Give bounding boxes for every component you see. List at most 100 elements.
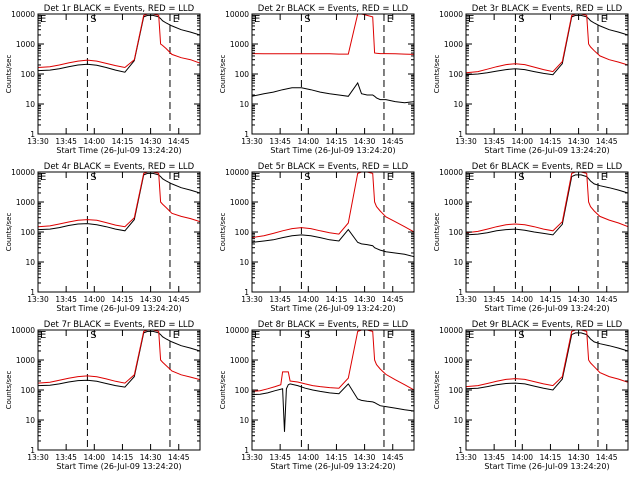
y-tick-label: 100 — [235, 70, 250, 79]
interval-marker-label: E — [387, 14, 393, 25]
x-tick-label: 13:30 — [455, 295, 477, 304]
x-tick-label: 13:45 — [483, 295, 505, 304]
y-axis-label: Counts/sec — [433, 371, 441, 410]
x-tick-label: 14:15 — [540, 295, 562, 304]
interval-marker-label: E — [40, 14, 46, 25]
interval-marker-label: E — [40, 172, 46, 183]
y-axis-label: Counts/sec — [219, 371, 227, 410]
y-tick-label: 1 — [244, 288, 249, 297]
plot-frame — [37, 13, 201, 135]
lld-series-line — [38, 330, 200, 384]
panel-title: Det 4r BLACK = Events, RED = LLD — [44, 162, 195, 172]
interval-marker-label: S — [90, 14, 96, 25]
lld-series-line — [466, 330, 628, 388]
x-tick-label: 14:15 — [112, 295, 134, 304]
interval-marker-label: E — [468, 330, 474, 341]
x-tick-label: 14:45 — [382, 137, 404, 146]
y-axis-label: Counts/sec — [433, 213, 441, 252]
events-series-line — [252, 383, 414, 432]
x-tick-label: 14:45 — [382, 453, 404, 462]
y-axis-label: Counts/sec — [219, 55, 227, 94]
x-axis-label: Start Time (26-Jul-09 13:24:20) — [270, 146, 395, 155]
x-tick-label: 13:45 — [55, 137, 77, 146]
interval-marker-label: E — [601, 172, 607, 183]
y-tick-label: 10 — [25, 416, 35, 425]
x-tick-label: 13:30 — [241, 295, 263, 304]
x-tick-label: 13:45 — [55, 295, 77, 304]
x-axis-label: Start Time (26-Jul-09 13:24:20) — [56, 304, 181, 313]
x-tick-label: 14:15 — [112, 137, 134, 146]
x-tick-label: 13:30 — [241, 453, 263, 462]
interval-marker-label: S — [518, 330, 524, 341]
y-axis-label: Counts/sec — [5, 55, 13, 94]
x-tick-label: 14:30 — [568, 453, 590, 462]
plot-frame — [465, 329, 629, 451]
x-tick-label: 14:30 — [354, 295, 376, 304]
lld-series-line — [466, 172, 628, 234]
lld-series-line — [252, 172, 414, 239]
x-tick-label: 14:15 — [540, 453, 562, 462]
x-tick-label: 14:45 — [596, 295, 618, 304]
x-axis-label: Start Time (26-Jul-09 13:24:20) — [270, 462, 395, 471]
x-tick-label: 14:00 — [511, 137, 533, 146]
events-series-line — [466, 174, 628, 236]
interval-marker-label: E — [601, 14, 607, 25]
x-axis-label: Start Time (26-Jul-09 13:24:20) — [56, 462, 181, 471]
lld-series-line — [466, 14, 628, 74]
x-tick-label: 13:30 — [455, 137, 477, 146]
interval-marker-label: E — [387, 172, 393, 183]
y-tick-label: 100 — [21, 70, 36, 79]
x-tick-label: 14:45 — [596, 453, 618, 462]
x-tick-label: 14:15 — [326, 453, 348, 462]
y-tick-label: 10000 — [439, 10, 463, 19]
lld-series-line — [38, 14, 200, 69]
interval-marker-label: E — [173, 172, 179, 183]
x-tick-label: 13:30 — [241, 137, 263, 146]
y-tick-label: 1 — [30, 446, 35, 455]
panel-title: Det 1r BLACK = Events, RED = LLD — [44, 4, 195, 14]
x-axis-label: Start Time (26-Jul-09 13:24:20) — [484, 462, 609, 471]
y-axis-label: Counts/sec — [433, 55, 441, 94]
y-tick-label: 1 — [244, 446, 249, 455]
y-tick-label: 1000 — [16, 198, 35, 207]
interval-marker-label: S — [304, 172, 310, 183]
x-tick-label: 14:30 — [354, 453, 376, 462]
x-tick-label: 14:15 — [540, 137, 562, 146]
panel-title: Det 6r BLACK = Events, RED = LLD — [472, 162, 623, 172]
interval-marker-label: S — [90, 330, 96, 341]
y-tick-label: 10 — [453, 100, 463, 109]
y-tick-label: 1000 — [230, 198, 249, 207]
interval-marker-label: S — [304, 14, 310, 25]
x-tick-label: 14:15 — [112, 453, 134, 462]
y-tick-label: 10000 — [11, 10, 35, 19]
y-tick-label: 100 — [235, 386, 250, 395]
plot-frame — [37, 171, 201, 293]
x-axis-label: Start Time (26-Jul-09 13:24:20) — [56, 146, 181, 155]
y-tick-label: 100 — [449, 70, 464, 79]
x-tick-label: 14:00 — [83, 295, 105, 304]
interval-marker-label: S — [304, 330, 310, 341]
x-tick-label: 13:30 — [27, 453, 49, 462]
y-axis-label: Counts/sec — [219, 213, 227, 252]
y-tick-label: 100 — [21, 386, 36, 395]
panel-title: Det 9r BLACK = Events, RED = LLD — [472, 320, 623, 330]
interval-marker-label: E — [254, 172, 260, 183]
y-axis-label: Counts/sec — [5, 213, 13, 252]
y-tick-label: 10 — [239, 258, 249, 267]
x-tick-label: 14:00 — [297, 453, 319, 462]
x-tick-label: 14:45 — [168, 295, 190, 304]
y-tick-label: 1000 — [230, 40, 249, 49]
x-tick-label: 14:15 — [326, 137, 348, 146]
y-axis-label: Counts/sec — [5, 371, 13, 410]
x-tick-label: 13:45 — [483, 137, 505, 146]
events-series-line — [252, 228, 414, 258]
lld-series-line — [38, 172, 200, 228]
y-tick-label: 1000 — [230, 356, 249, 365]
y-tick-label: 10000 — [11, 168, 35, 177]
